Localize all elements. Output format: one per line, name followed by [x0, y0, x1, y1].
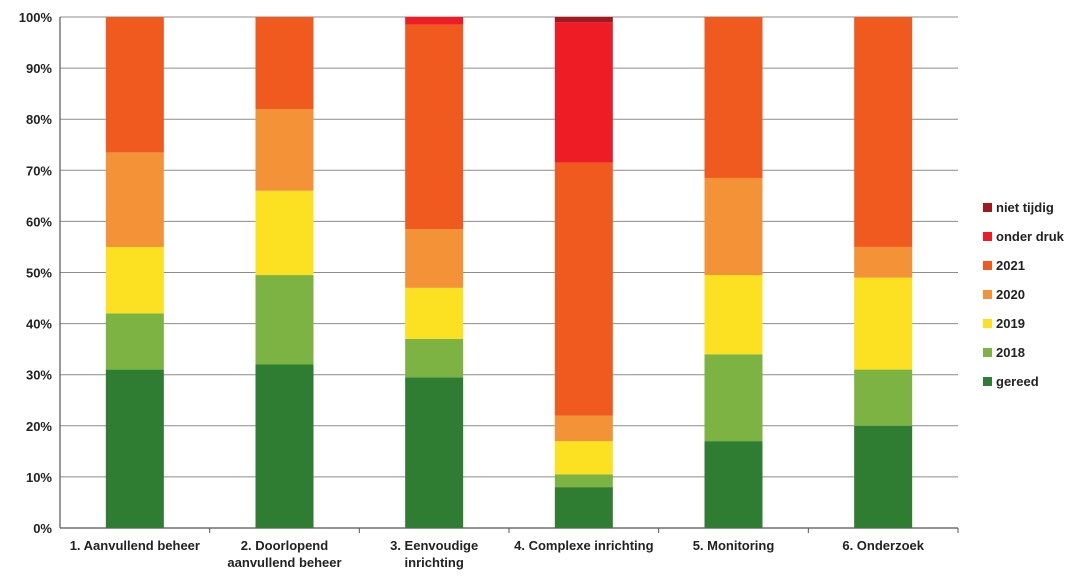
bar-segment-2020 [854, 246, 913, 278]
bar-segment-2021 [704, 17, 763, 178]
y-tick-label: 0% [33, 521, 52, 536]
legend-label: gereed [996, 374, 1039, 389]
y-tick-label: 20% [26, 419, 52, 434]
bar-segment-2021 [105, 17, 164, 153]
bar-segment-2019 [704, 275, 763, 355]
bar-segment-2020 [405, 229, 464, 288]
legend-swatch [983, 377, 992, 386]
legend-swatch [983, 319, 992, 328]
bar-segment-2020 [704, 177, 763, 276]
legend-swatch [983, 232, 992, 241]
x-tick-label: 4. Complexe inrichting [514, 538, 653, 553]
bar-segment-2018 [704, 354, 763, 442]
legend-label: niet tijdig [996, 200, 1054, 215]
bar-segment-2020 [554, 415, 613, 442]
legend-swatch [983, 290, 992, 299]
bar-segment-2018 [255, 275, 314, 365]
x-tick-label: 3. Eenvoudige inrichting [390, 538, 478, 570]
bar-segment-onder-druk [405, 17, 464, 25]
bar-segment-2021 [255, 17, 314, 109]
legend-label: 2020 [996, 287, 1025, 302]
x-tick-label: 5. Monitoring [693, 538, 775, 553]
x-tick-label: 6. Onderzoek [842, 538, 924, 553]
y-tick-label: 80% [26, 112, 52, 127]
x-tick-label: 2. Doorlopend aanvullend beheer [227, 538, 341, 570]
bar-segment-2020 [255, 108, 314, 191]
bar-segment-2021 [405, 24, 464, 230]
bar-segment-onder-druk [554, 22, 613, 163]
bar-segment-2019 [405, 287, 464, 339]
y-tick-label: 30% [26, 368, 52, 383]
bar-segment-gereed [105, 369, 164, 528]
y-tick-label: 70% [26, 163, 52, 178]
legend-swatch [983, 203, 992, 212]
bar-segment-2019 [105, 246, 164, 314]
bar-segment-2020 [105, 152, 164, 247]
bar-segment-2019 [554, 441, 613, 475]
bar-segment-2021 [854, 17, 913, 247]
y-tick-label: 10% [26, 470, 52, 485]
bar-segment-2018 [105, 313, 164, 370]
y-tick-label: 50% [26, 266, 52, 281]
y-tick-label: 90% [26, 61, 52, 76]
bar-segment-gereed [255, 364, 314, 528]
bar-segment-2018 [854, 369, 913, 426]
y-tick-label: 100% [19, 10, 53, 25]
y-tick-label: 60% [26, 214, 52, 229]
y-tick-label: 40% [26, 317, 52, 332]
x-tick-label: 1. Aanvullend beheer [70, 538, 200, 553]
legend-label: 2021 [996, 258, 1025, 273]
bar-segment-2021 [554, 162, 613, 416]
bar-segment-2018 [554, 474, 613, 488]
bar-segment-2018 [405, 338, 464, 378]
bar-segment-gereed [704, 441, 763, 528]
bar-segment-niet-tijdig [554, 17, 613, 23]
bar-segment-gereed [854, 425, 913, 528]
legend-label: onder druk [996, 229, 1065, 244]
bar-segment-2019 [854, 277, 913, 370]
legend-swatch [983, 261, 992, 270]
bar-segment-gereed [405, 377, 464, 528]
bar-segment-2019 [255, 190, 314, 276]
legend-swatch [983, 348, 992, 357]
bar-segment-gereed [554, 487, 613, 528]
legend-label: 2018 [996, 345, 1025, 360]
legend-label: 2019 [996, 316, 1025, 331]
